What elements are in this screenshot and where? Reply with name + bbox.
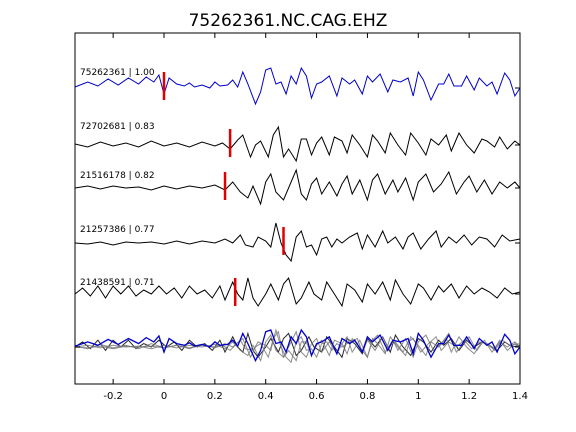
trace-label-0: 75262361 | 1.00 <box>80 68 155 78</box>
trace-label-3: 21257386 | 0.77 <box>80 225 155 235</box>
stack-trace-0 <box>74 328 521 363</box>
x-tick-label-8: 1.4 <box>512 391 528 402</box>
axes-frame <box>74 32 521 385</box>
x-axis: -0.2 0 0.2 0.4 0.6 0.8 1 1.2 1.4 <box>103 33 528 402</box>
trace-label-4: 21438591 | 0.71 <box>80 278 155 288</box>
stack-trace-4 <box>74 331 521 359</box>
x-tick-label-0: -0.2 <box>103 391 123 402</box>
traces-layer: 75262361 | 1.00 72702681 | 0.83 21516178 |… <box>74 66 521 364</box>
trace-1: 72702681 | 0.83 <box>74 122 521 163</box>
trace-0: 75262361 | 1.00 <box>74 66 521 106</box>
trace-line-0 <box>74 66 521 106</box>
chart-title: 75262361.NC.CAG.EHZ <box>189 11 388 31</box>
trace-4: 21438591 | 0.71 <box>74 276 521 308</box>
trace-3: 21257386 | 0.77 <box>74 222 521 263</box>
stacked-overlay <box>74 328 521 364</box>
trace-line-1 <box>74 125 521 163</box>
x-tick-label-7: 1.2 <box>461 391 477 402</box>
trace-2: 21516178 | 0.82 <box>74 168 521 206</box>
trace-label-1: 72702681 | 0.83 <box>80 122 155 132</box>
x-tick-label-3: 0.4 <box>258 391 274 402</box>
x-tick-label-1: 0 <box>161 391 167 402</box>
x-tick-label-6: 1 <box>415 391 421 402</box>
trace-label-2: 21516178 | 0.82 <box>80 171 155 181</box>
x-tick-label-4: 0.6 <box>309 391 325 402</box>
x-tick-label-5: 0.8 <box>359 391 375 402</box>
trace-line-3 <box>74 222 521 263</box>
trace-line-2 <box>74 168 521 206</box>
trace-line-4 <box>74 276 521 308</box>
x-tick-label-2: 0.2 <box>207 391 223 402</box>
